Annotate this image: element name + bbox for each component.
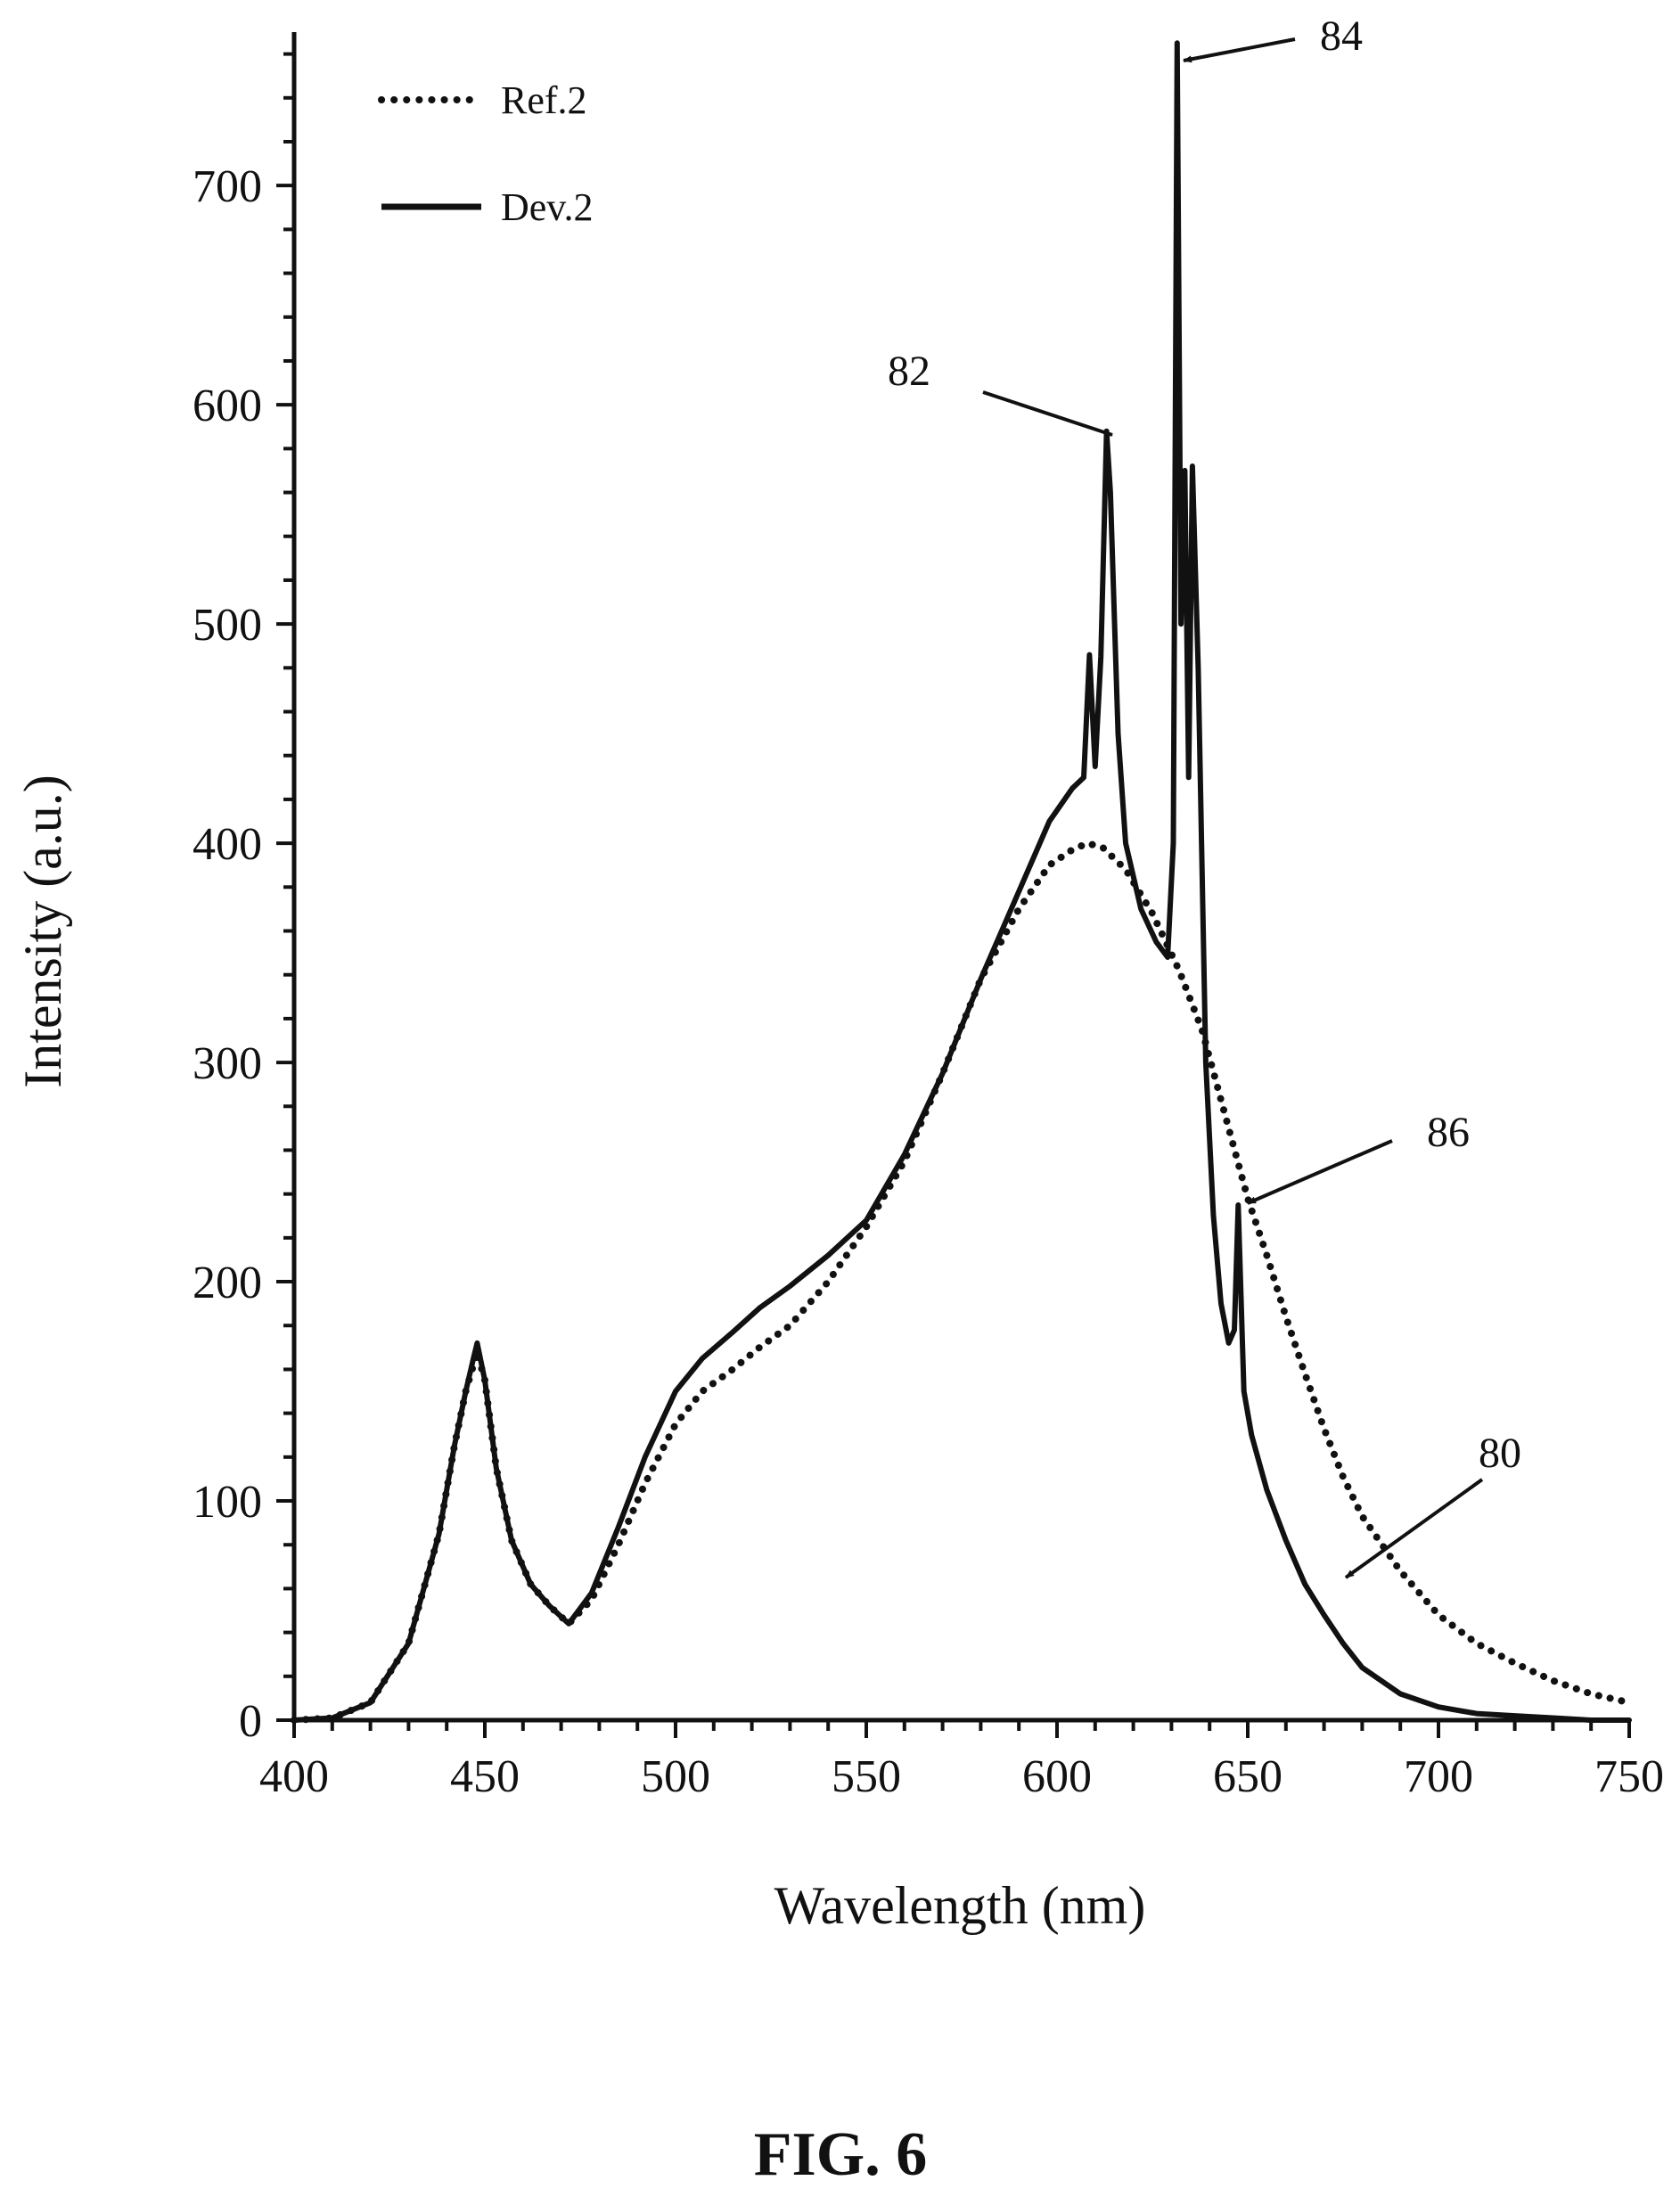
y-tick-label: 600 — [193, 381, 262, 431]
y-tick-label: 0 — [239, 1696, 262, 1747]
annotation-arrow-80 — [1344, 1478, 1484, 1579]
y-tick-label: 700 — [193, 161, 262, 212]
x-tick-label: 450 — [450, 1751, 520, 1802]
annotation-label-84: 84 — [1320, 12, 1363, 60]
y-tick-label: 200 — [193, 1258, 262, 1308]
y-tick-label: 300 — [193, 1038, 262, 1089]
x-tick-label: 700 — [1404, 1751, 1473, 1802]
annotation-arrow-86 — [1247, 1139, 1393, 1205]
annotation-arrow-82 — [982, 390, 1113, 437]
tick-labels: 400 450 500 550 600 650 700 750 0 100 200 300 400 500… — [193, 161, 1664, 1802]
annotation-arrow-84 — [1183, 37, 1296, 63]
annotations: 82 84 86 80 — [888, 12, 1521, 1579]
x-tick-label: 550 — [832, 1751, 901, 1802]
legend-label-dev2: Dev.2 — [501, 185, 593, 229]
annotation-label-80: 80 — [1479, 1430, 1521, 1477]
x-tick-label: 400 — [259, 1751, 329, 1802]
legend: Ref.2 Dev.2 — [378, 78, 593, 229]
axes — [276, 32, 1631, 1738]
x-tick-label: 500 — [641, 1751, 710, 1802]
legend-label-ref2: Ref.2 — [501, 78, 587, 122]
annotation-label-82: 82 — [888, 348, 930, 395]
series-line-dev2 — [291, 40, 1632, 1723]
x-tick-label: 750 — [1594, 1751, 1664, 1802]
y-tick-label: 100 — [193, 1477, 262, 1528]
x-axis-title: Wavelength (nm) — [774, 1876, 1146, 1935]
figure-caption: FIG. 6 — [754, 2120, 927, 2189]
x-tick-label: 650 — [1213, 1751, 1283, 1802]
y-axis-title: Intensity (a.u.) — [13, 775, 72, 1088]
y-tick-label: 500 — [193, 600, 262, 651]
x-tick-label: 600 — [1022, 1751, 1092, 1802]
series-layer — [291, 40, 1633, 1724]
y-tick-label: 400 — [193, 819, 262, 870]
series-line-ref2 — [291, 840, 1633, 1724]
annotation-label-86: 86 — [1427, 1109, 1470, 1156]
